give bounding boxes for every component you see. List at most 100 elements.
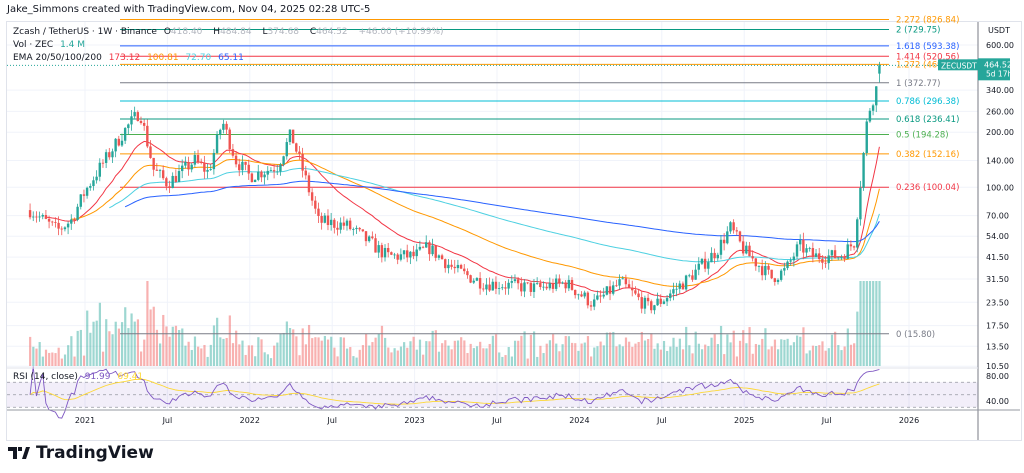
fib-level-label: 0.5 (194.28) <box>896 131 949 141</box>
candle-body <box>729 222 732 232</box>
candle-body <box>279 164 282 172</box>
candle-body <box>469 275 472 283</box>
candle-body <box>342 222 346 226</box>
volume-bar <box>225 337 228 366</box>
candle-body <box>653 305 656 311</box>
volume-bar <box>162 314 165 366</box>
volume-bar <box>412 336 415 366</box>
change-value: +46.00 (+10.99%) <box>358 27 444 37</box>
volume-bar <box>504 355 507 366</box>
volume-bar <box>517 340 520 366</box>
candle-body <box>754 258 758 267</box>
volume-bar <box>719 325 723 366</box>
candle-body <box>393 254 396 256</box>
symbol-legend[interactable]: Zcash / TetherUS · 1W · Binance O418.40 … <box>13 27 448 37</box>
axes: 600.00 340.00 260.00 200.00 140.00 100.00 70.0… <box>7 22 1020 440</box>
volume-bar <box>450 349 453 366</box>
volume-bar <box>92 321 95 366</box>
volume-bar <box>485 348 488 366</box>
volume-bar <box>197 346 200 366</box>
candle-body <box>415 249 418 257</box>
volume-bar <box>238 344 241 366</box>
ema-legend[interactable]: EMA 20/50/100/200 173.12 100.81 72.70 65… <box>13 53 248 63</box>
volume-bar <box>498 352 501 366</box>
tradingview-logo[interactable]: TradingView <box>8 443 154 463</box>
volume-bar <box>707 346 710 366</box>
volume-bar <box>723 354 726 366</box>
candle-body <box>177 171 181 182</box>
candle-body <box>51 221 54 223</box>
volume-bar <box>849 344 853 366</box>
candle-body <box>41 215 44 217</box>
candle-body <box>592 299 596 307</box>
volume-bar <box>60 358 63 366</box>
high-value: 484.84 <box>220 27 252 37</box>
volume-bar <box>571 342 574 366</box>
volume-bar <box>564 336 567 366</box>
volume-bar <box>307 324 311 366</box>
candle-body <box>114 138 117 152</box>
volume-bar <box>86 310 89 366</box>
candle-body <box>545 286 548 289</box>
candle-body <box>599 295 602 297</box>
candle-body <box>523 282 526 292</box>
volume-bar <box>437 351 441 366</box>
open-value: 418.40 <box>170 27 203 37</box>
rsi-ma-line <box>29 378 880 405</box>
candle-body <box>516 279 520 284</box>
volume-bar <box>133 321 136 366</box>
volume-bar <box>241 340 244 366</box>
candle-body <box>85 187 89 196</box>
volume-bar <box>555 343 558 366</box>
volume-bar <box>615 346 618 366</box>
volume-bar <box>365 333 368 366</box>
rsi-legend[interactable]: RSI (14, close) 91.99 69.41 <box>13 372 147 382</box>
price-tick-label: 31.50 <box>986 275 1009 284</box>
candle-body <box>605 286 609 295</box>
volume-bar <box>76 330 79 366</box>
candle-body <box>329 219 333 226</box>
volume-bar <box>811 345 815 366</box>
volume-bar <box>136 319 140 366</box>
symbol-tag-text: ZECUSDT <box>941 61 977 70</box>
volume-bar <box>342 337 346 366</box>
candle-body <box>193 155 197 165</box>
candle-body <box>475 278 479 281</box>
candle-body <box>247 164 250 174</box>
fib-level-label: 2.272 (826.84) <box>896 16 959 26</box>
volume-bar <box>818 345 821 366</box>
candle-body <box>228 129 231 150</box>
volume-bar <box>815 346 818 366</box>
volume-legend[interactable]: Vol · ZEC 1.4 M <box>13 40 89 50</box>
candle-body <box>827 255 830 264</box>
credit-text: Jake_Simmons created with TradingView.co… <box>7 4 371 15</box>
price-tick-label: 17.50 <box>986 322 1009 331</box>
time-tick-label: 2025 <box>734 416 754 425</box>
candle-body <box>789 260 792 262</box>
volume-bar <box>178 330 181 366</box>
price-tag-value: 464.52 <box>984 60 1012 69</box>
candle-body <box>219 129 222 135</box>
volume-bar <box>475 346 479 366</box>
volume-label: Vol · ZEC <box>13 40 54 50</box>
candle-body <box>703 258 707 269</box>
volume-bar <box>748 327 751 366</box>
volume-bar <box>298 355 301 366</box>
volume-bar <box>89 332 92 366</box>
candle-body <box>190 164 193 170</box>
fib-level-label: 1.618 (593.38) <box>896 42 959 52</box>
volume-bar <box>171 326 174 366</box>
candle-body <box>304 170 307 176</box>
candle-body <box>336 227 339 230</box>
volume-bar <box>789 345 792 366</box>
volume-bar <box>780 339 783 366</box>
candle-body <box>564 282 567 289</box>
volume-bar <box>406 347 409 366</box>
time-tick-label: 2026 <box>899 416 919 425</box>
volume-bar <box>650 333 653 366</box>
fib-retracement: 2.272 (826.84)2 (729.75)1.618 (593.38)1.… <box>120 16 959 340</box>
fib-level-label: 0.786 (296.38) <box>896 97 959 107</box>
volume-bar <box>38 342 41 366</box>
candle-body <box>865 121 868 153</box>
